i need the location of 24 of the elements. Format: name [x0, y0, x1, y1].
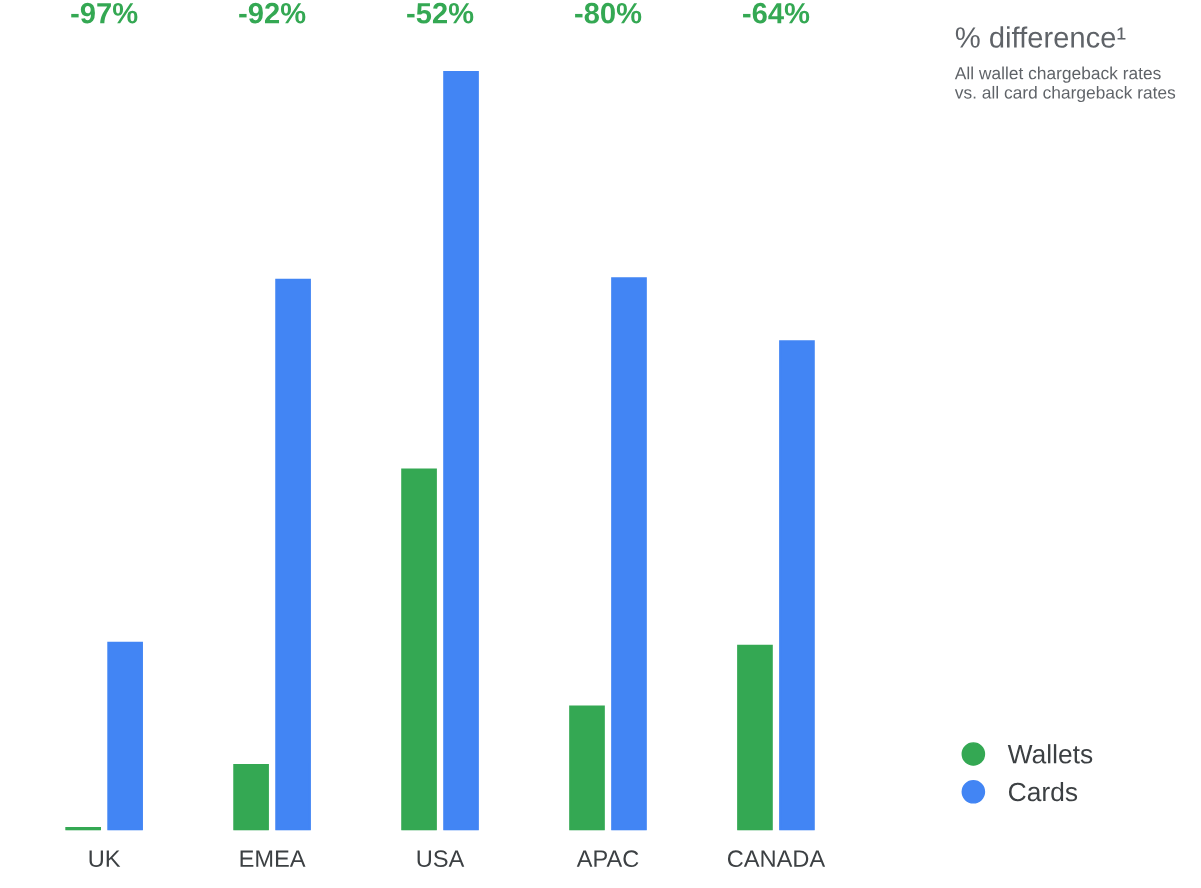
x-tick-label: EMEA — [240, 850, 306, 867]
text: -52% — [407, 2, 474, 24]
bar — [401, 468, 437, 831]
bar — [569, 705, 605, 831]
bar — [275, 278, 311, 831]
legend-label: Cards — [1009, 781, 1078, 802]
bar — [779, 340, 815, 831]
text: All wallet chargeback rates vs. all card chargeback rates — [954, 66, 1176, 103]
x-tick-label: UK — [89, 850, 121, 868]
bar — [443, 71, 479, 831]
text: -64% — [743, 2, 810, 24]
text: -80% — [575, 2, 642, 24]
text: -97% — [71, 2, 138, 24]
x-tick-label: USA — [417, 850, 465, 868]
bar — [107, 641, 143, 831]
bar — [65, 826, 101, 831]
bar — [233, 763, 269, 831]
text: % difference¹ — [955, 26, 1126, 48]
x-tick-label: CANADA — [727, 850, 826, 868]
text: -92% — [239, 2, 306, 24]
bar — [611, 277, 647, 831]
x-tick-label: APAC — [576, 850, 639, 868]
bar — [737, 644, 773, 831]
legend-label: Wallets — [1007, 744, 1093, 764]
